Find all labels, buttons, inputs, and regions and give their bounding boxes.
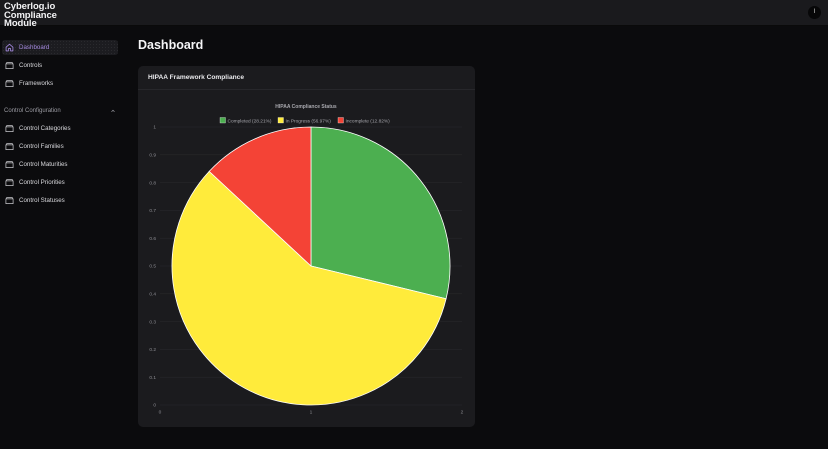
y-tick-label: 0.3 [149,319,156,325]
legend-item-in-progress[interactable]: In Progress (56.97%) [277,117,332,125]
y-tick-label: 0.8 [149,180,156,186]
y-tick-label: 0.7 [149,208,156,214]
sidebar-item-label: Frameworks [19,80,54,87]
chart-title: HIPAA Compliance Status [275,104,337,110]
user-avatar[interactable]: I [808,6,821,19]
sidebar-item-control-priorities[interactable]: Control Priorities [2,175,118,190]
legend-item-completed[interactable]: Completed (28.21%) [219,117,272,125]
svg-text:Completed (28.21%): Completed (28.21%) [228,118,272,124]
section-label: Control Configuration [4,108,61,114]
app-title: Cyberlog.io Compliance Module [4,1,104,29]
sidebar-item-control-categories[interactable]: Control Categories [2,121,118,136]
y-tick-label: 0.5 [149,264,156,270]
x-tick-label: 0 [159,410,162,416]
pie-slice-incomplete[interactable] [208,126,312,267]
top-bar: Cyberlog.io Compliance Module I [0,0,828,29]
sidebar-item-label: Controls [19,62,43,69]
sidebar-item-label: Control Families [19,143,64,150]
y-tick-label: 0.9 [149,153,156,159]
sidebar-item-label: Dashboard [19,44,50,51]
app-title-line-1: Cyberlog.io Compliance [4,1,57,21]
sidebar-item-dashboard[interactable]: Dashboard [2,40,118,55]
folder-icon [5,61,14,70]
sidebar-item-control-maturities[interactable]: Control Maturities [2,157,118,172]
y-tick-label: 0.4 [149,292,156,298]
sidebar: Dashboard Controls Frameworks Control Co… [0,26,122,449]
sidebar-item-label: Control Maturities [19,161,68,168]
sidebar-item-control-statuses[interactable]: Control Statuses [2,193,118,208]
chevron-up-icon [111,109,115,113]
y-tick-label: 0.6 [149,236,156,242]
page-title: Dashboard [138,38,204,52]
pie-slice-in-progress[interactable] [171,170,447,406]
svg-text:Incomplete (12.82%): Incomplete (12.82%) [346,118,391,124]
y-tick-label: 1 [153,125,156,131]
folder-icon [5,79,14,88]
card-title: HIPAA Framework Compliance [138,66,475,90]
sidebar-item-label: Control Priorities [19,179,65,186]
sidebar-item-frameworks[interactable]: Frameworks [2,76,118,91]
hipaa-compliance-card: HIPAA Framework Compliance HIPAA Complia… [138,66,475,427]
sidebar-item-control-families[interactable]: Control Families [2,139,118,154]
sidebar-item-label: Control Categories [19,125,71,132]
y-tick-label: 0.2 [149,347,156,353]
compliance-pie-chart[interactable]: HIPAA Compliance Status Completed (28.21%… [138,66,475,427]
y-tick-label: 0.1 [149,375,156,381]
folder-icon [5,160,14,169]
sidebar-item-controls[interactable]: Controls [2,58,118,73]
folder-icon [5,124,14,133]
sidebar-item-label: Control Statuses [19,197,65,204]
pie-slice-completed[interactable] [310,126,451,300]
control-configuration-toggle[interactable]: Control Configuration [4,106,116,116]
y-tick-label: 0 [153,403,156,409]
home-icon [5,43,14,52]
folder-icon [5,142,14,151]
svg-text:In Progress (56.97%): In Progress (56.97%) [286,118,332,124]
x-tick-label: 2 [461,410,464,416]
folder-icon [5,196,14,205]
folder-icon [5,178,14,187]
app-title-line-2: Module [4,18,37,29]
legend-item-incomplete[interactable]: Incomplete (12.82%) [337,117,391,125]
x-tick-label: 1 [310,410,313,416]
